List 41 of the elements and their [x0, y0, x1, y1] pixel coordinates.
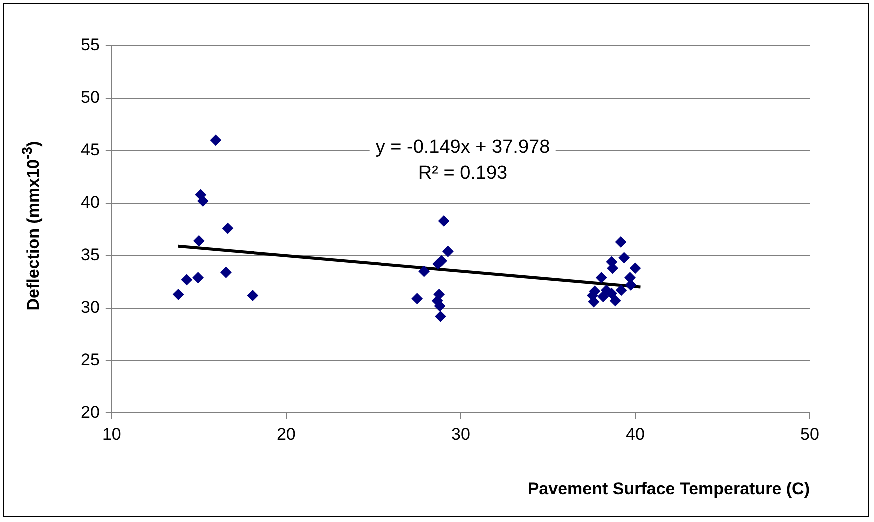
point	[192, 272, 204, 284]
point	[210, 134, 222, 146]
point	[222, 223, 234, 234]
y-tick-label: 40	[80, 193, 100, 212]
point	[181, 274, 192, 286]
y-tick-label: 50	[80, 88, 100, 108]
y-tick-label: 30	[80, 298, 100, 317]
point	[606, 288, 618, 300]
point	[615, 236, 626, 248]
point	[618, 252, 630, 264]
point	[630, 262, 641, 274]
point	[418, 266, 430, 278]
point	[616, 284, 628, 296]
point	[598, 291, 609, 302]
x-tick-label: 10	[102, 425, 122, 444]
point	[610, 295, 622, 306]
y-tick-label: 20	[80, 402, 100, 422]
point	[434, 300, 446, 312]
point	[173, 289, 184, 300]
point	[432, 258, 444, 270]
point	[442, 246, 454, 258]
point	[247, 290, 258, 302]
point	[438, 216, 450, 227]
x-tick-label: 30	[451, 425, 470, 444]
annotation: y = -0.149x + 37.978	[376, 137, 550, 158]
x-tick-label: 50	[800, 425, 820, 444]
x-tick-label: 40	[626, 425, 645, 444]
y-tick-label: 55	[80, 36, 100, 55]
point	[625, 280, 636, 291]
point	[435, 311, 446, 322]
point	[198, 196, 209, 207]
y-tick-label: 45	[80, 140, 100, 160]
point	[220, 267, 232, 278]
point	[194, 236, 205, 247]
y-tick-label: 25	[80, 350, 100, 370]
y-tick-label: 35	[80, 246, 100, 265]
x-axis-title: Pavement Surface Temperature (C)	[528, 479, 810, 498]
point	[596, 272, 608, 284]
x-tick-label: 20	[276, 425, 296, 444]
point	[412, 293, 423, 304]
annotation: R² = 0.193	[418, 163, 508, 184]
